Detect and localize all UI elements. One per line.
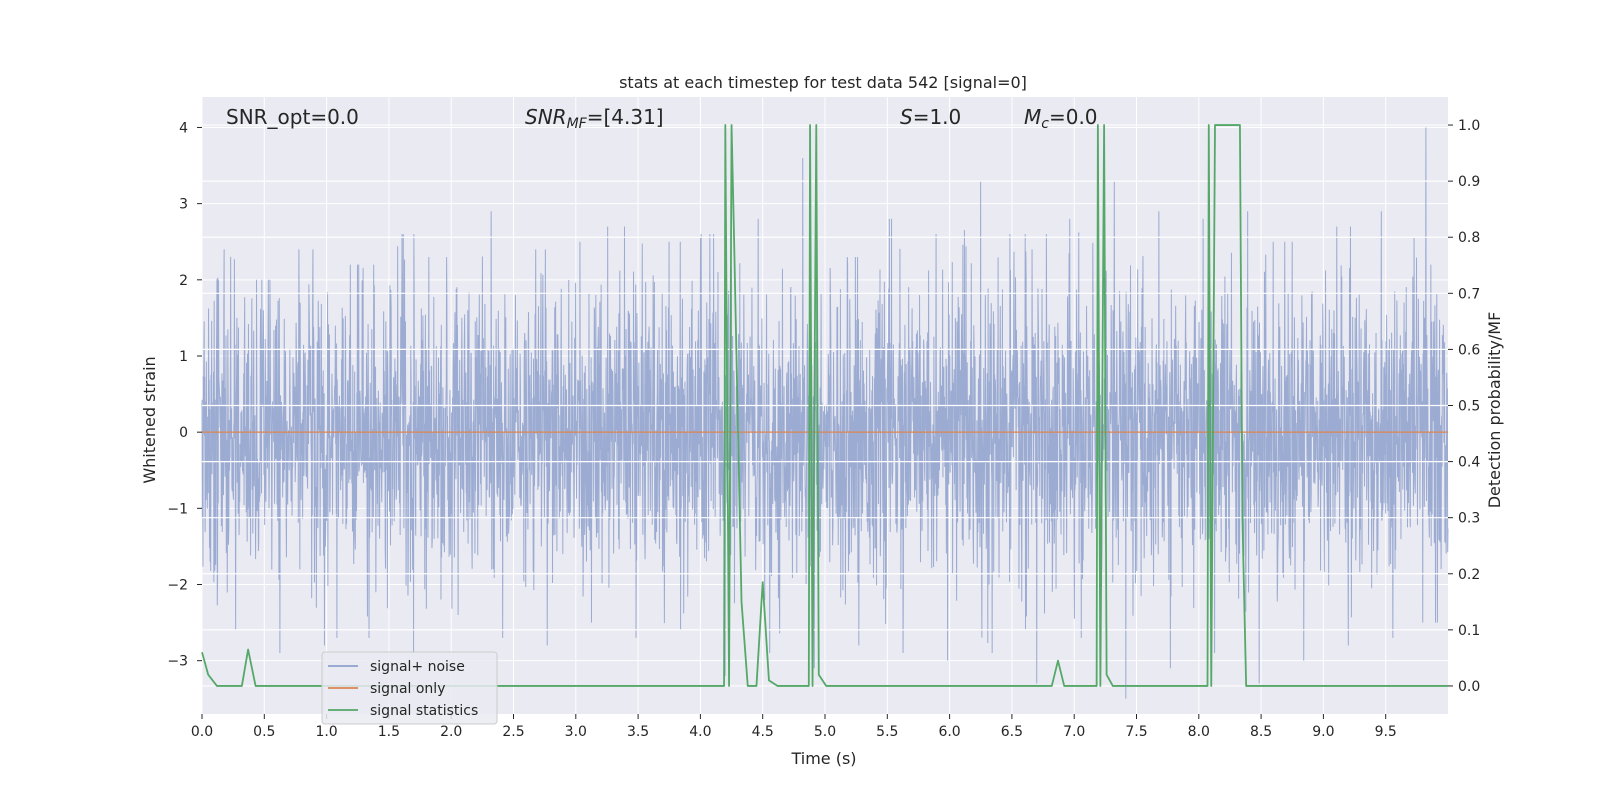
line-series-layer: [201, 124, 1448, 687]
y-tick-label: 0: [179, 425, 188, 441]
y-tick-label: −2: [167, 578, 188, 594]
annotation-snr-mf: SNRMF=[4.31]: [525, 105, 664, 132]
legend-box: [321, 651, 498, 725]
y2-tick-label: 0.3: [1458, 511, 1480, 527]
y2-tick-label: 0.7: [1458, 286, 1480, 302]
annotation-s-value: =1.0: [913, 105, 962, 129]
y-tick-label: −1: [167, 501, 188, 517]
annotation-mc-sub: c: [1041, 116, 1049, 132]
legend-label-signal-statistics: signal statistics: [370, 703, 478, 719]
x-axis-label: Time (s): [790, 749, 856, 768]
y-tick-label: 3: [179, 197, 188, 213]
x-tick-label: 2.0: [440, 724, 462, 740]
y-axis-label: Whitened strain: [140, 356, 159, 483]
x-tick-label: 5.0: [814, 724, 836, 740]
y2-tick-label: 0.6: [1458, 342, 1480, 358]
x-tick-label: 1.0: [315, 724, 337, 740]
x-tick-label: 0.0: [191, 724, 213, 740]
x-tick-label: 4.5: [752, 724, 774, 740]
tick-layer: 0.0 0.5 1.0 1.5 2.0 2.5 3.0 3.5 4.0 4.5 5.0 5.5 6.0 6…: [167, 118, 1480, 740]
x-tick-label: 3.5: [627, 724, 649, 740]
x-tick-label: 0.5: [253, 724, 275, 740]
y-tick-label: 1: [179, 349, 188, 365]
y2-tick-label: 0.9: [1458, 174, 1480, 190]
x-tick-label: 6.5: [1001, 724, 1023, 740]
annotation-snr-mf-value: =[4.31]: [587, 105, 664, 129]
series-signal-noise-line: [201, 127, 1449, 699]
x-tick-label: 8.0: [1188, 724, 1210, 740]
annotation-snr-mf-sub: MF: [567, 116, 588, 132]
y2-tick-label: 0.5: [1458, 399, 1480, 415]
y-tick-label: −3: [167, 654, 188, 670]
annotation-snr-mf-main: SNR: [525, 105, 567, 129]
x-tick-label: 8.5: [1250, 724, 1272, 740]
y-tick-label: 4: [179, 120, 188, 136]
y2-tick-label: 0.0: [1458, 679, 1480, 695]
annotation-mc-value: =0.0: [1049, 105, 1098, 129]
y2-axis-label: Detection probability/MF: [1485, 312, 1504, 509]
x-tick-label: 6.0: [938, 724, 960, 740]
x-tick-label: 4.0: [689, 724, 711, 740]
y2-tick-label: 1.0: [1458, 118, 1480, 134]
y2-tick-label: 0.1: [1458, 623, 1480, 639]
noise-series-layer: [201, 127, 1449, 699]
x-tick-label: 3.0: [565, 724, 587, 740]
series-signal-statistics-line: [201, 124, 1448, 687]
annotation-s: S=1.0: [900, 105, 961, 129]
x-tick-label: 9.5: [1375, 724, 1397, 740]
annotation-snr-opt: SNR_opt=0.0: [226, 105, 359, 129]
x-tick-label: 7.0: [1063, 724, 1085, 740]
legend-label-signal-noise: signal+ noise: [370, 659, 465, 675]
y2-tick-label: 0.2: [1458, 567, 1480, 583]
x-tick-label: 9.0: [1312, 724, 1334, 740]
y2-tick-label: 0.8: [1458, 230, 1480, 246]
annotation-s-main: S: [900, 105, 913, 129]
y-tick-label: 2: [179, 273, 188, 289]
x-tick-label: 2.5: [502, 724, 524, 740]
annotation-mc: Mc=0.0: [1024, 105, 1098, 132]
annotation-mc-main: M: [1024, 105, 1041, 129]
y2-tick-label: 0.4: [1458, 455, 1480, 471]
legend: signal+ noise signal only signal statist…: [321, 651, 498, 725]
chart-title: stats at each timestep for test data 542…: [619, 73, 1027, 92]
x-tick-label: 1.5: [378, 724, 400, 740]
legend-label-signal-only: signal only: [370, 681, 445, 697]
x-tick-label: 7.5: [1125, 724, 1147, 740]
x-tick-label: 5.5: [876, 724, 898, 740]
